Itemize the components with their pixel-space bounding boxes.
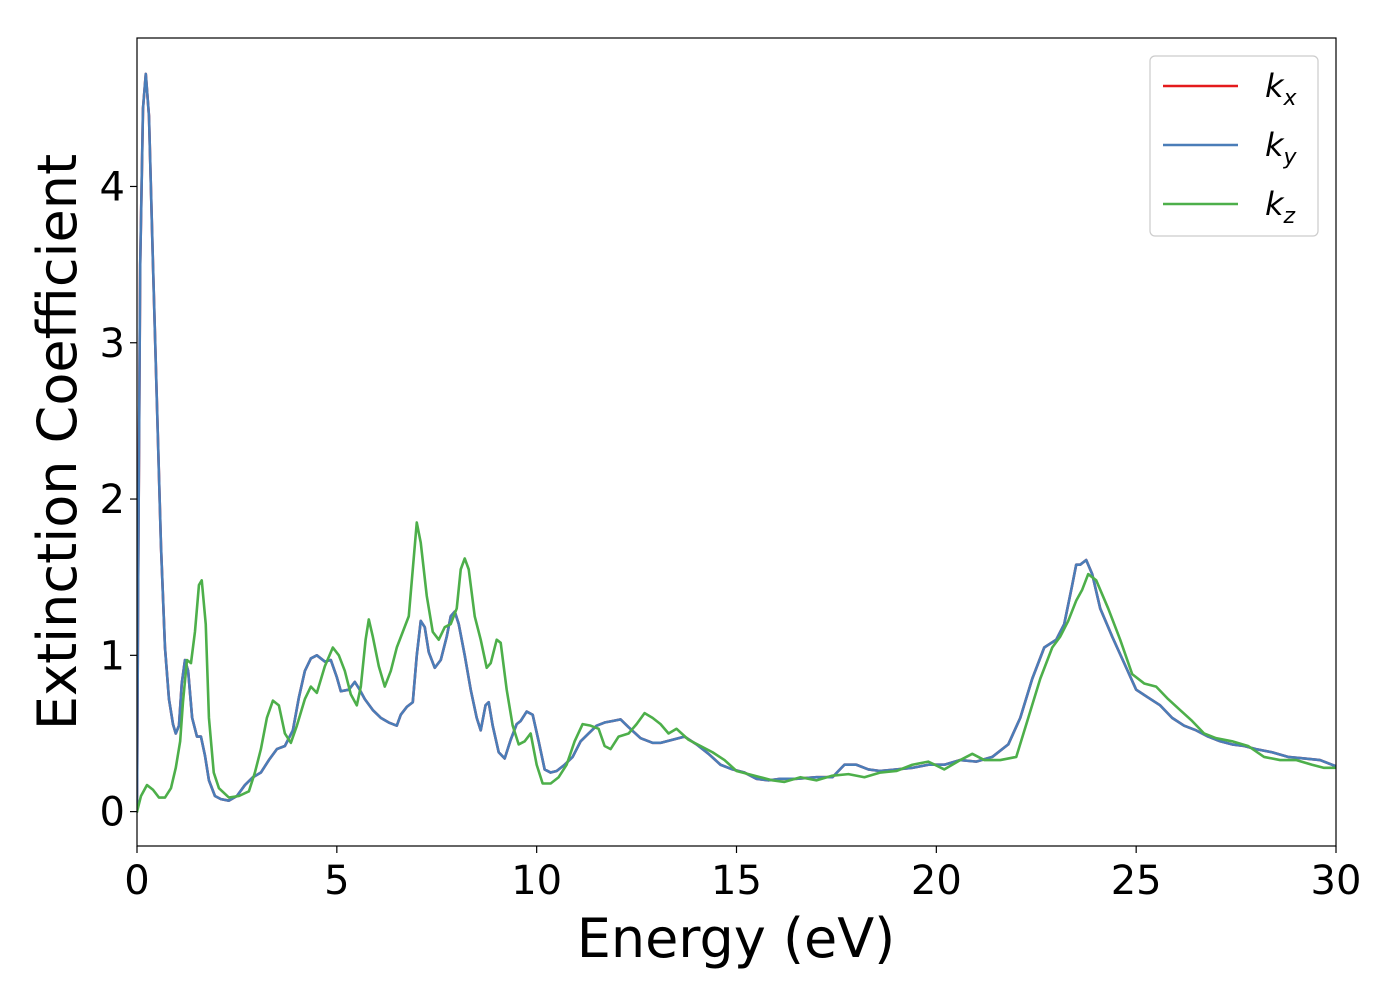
x-tick-label: 25 — [1111, 858, 1162, 904]
legend-label-kx: kx — [1265, 67, 1298, 111]
x-tick-label: 20 — [911, 858, 962, 904]
series-layer — [137, 72, 1336, 813]
y-axis: 0 1 2 3 4 — [100, 164, 137, 836]
y-tick-label: 1 — [100, 633, 125, 679]
x-axis-label: Energy (eV) — [577, 907, 896, 970]
x-tick-label: 0 — [124, 858, 149, 904]
y-tick-label: 0 — [100, 790, 125, 836]
y-axis-label: Extinction Coefficient — [26, 154, 89, 730]
x-axis: 0 5 10 15 20 25 30 — [124, 846, 1361, 904]
x-tick-label: 5 — [324, 858, 349, 904]
legend-label-kz: kz — [1265, 185, 1296, 229]
series-line-kz — [137, 521, 1336, 813]
y-tick-label: 2 — [100, 477, 125, 523]
x-tick-label: 10 — [511, 858, 562, 904]
y-tick-label: 3 — [100, 321, 125, 367]
x-tick-label: 15 — [711, 858, 762, 904]
series-line-ky — [137, 72, 1336, 813]
legend: kx ky kz — [1149, 55, 1319, 237]
x-tick-label: 30 — [1311, 858, 1362, 904]
legend-label-ky: ky — [1265, 126, 1298, 170]
y-tick-label: 4 — [100, 164, 125, 210]
